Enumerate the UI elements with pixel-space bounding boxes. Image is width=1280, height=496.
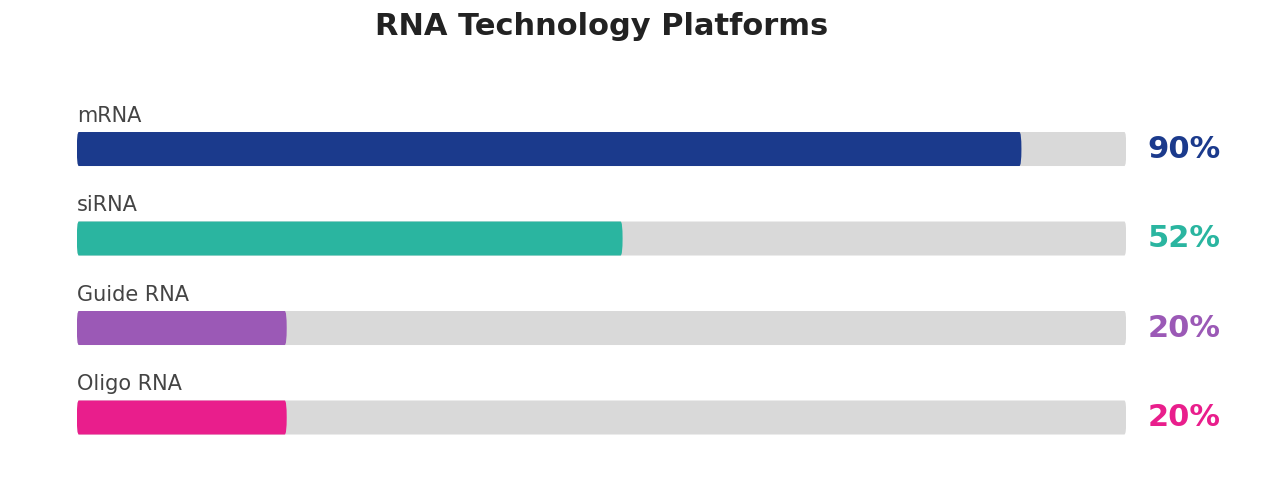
Text: 52%: 52%	[1147, 224, 1220, 253]
FancyBboxPatch shape	[77, 132, 1126, 166]
Text: 20%: 20%	[1147, 313, 1220, 343]
FancyBboxPatch shape	[77, 222, 1126, 255]
Text: mRNA: mRNA	[77, 106, 141, 126]
FancyBboxPatch shape	[77, 132, 1021, 166]
Text: Guide RNA: Guide RNA	[77, 285, 189, 305]
FancyBboxPatch shape	[77, 400, 287, 434]
Title: RNA Technology Platforms: RNA Technology Platforms	[375, 11, 828, 41]
FancyBboxPatch shape	[77, 222, 622, 255]
Text: Oligo RNA: Oligo RNA	[77, 374, 182, 394]
Text: siRNA: siRNA	[77, 195, 138, 215]
FancyBboxPatch shape	[77, 400, 1126, 434]
Text: 90%: 90%	[1147, 134, 1221, 164]
FancyBboxPatch shape	[77, 311, 287, 345]
Text: 20%: 20%	[1147, 403, 1220, 432]
FancyBboxPatch shape	[77, 311, 1126, 345]
